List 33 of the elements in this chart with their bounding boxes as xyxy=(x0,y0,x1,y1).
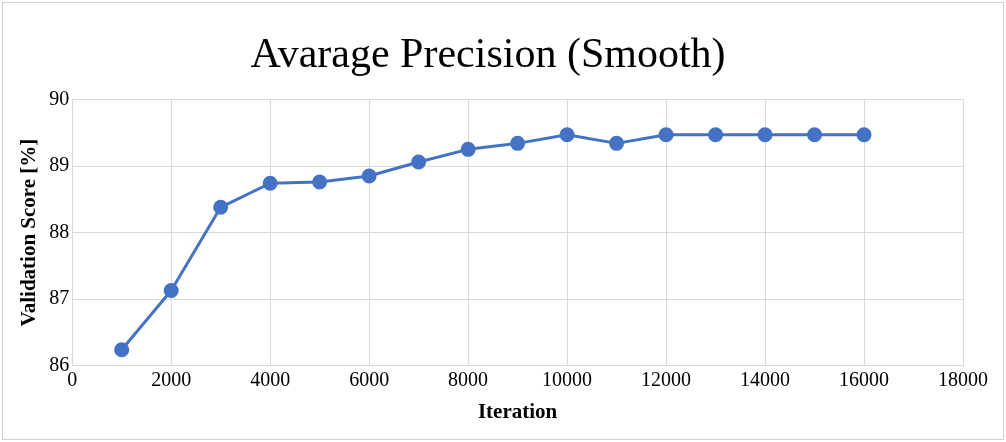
point xyxy=(609,135,625,151)
x-tick-label: 4000 xyxy=(250,368,291,391)
y-tick-label: 87 xyxy=(49,286,70,309)
x-tick-label: 0 xyxy=(67,368,78,391)
x-tick-label: 12000 xyxy=(641,368,692,391)
point xyxy=(460,141,476,157)
x-tick-label: 18000 xyxy=(938,368,988,391)
point xyxy=(213,199,229,215)
point xyxy=(807,127,823,143)
x-tick-label: 6000 xyxy=(349,368,390,391)
point xyxy=(411,154,427,170)
point xyxy=(757,127,773,143)
point xyxy=(361,168,377,184)
y-tick-label: 89 xyxy=(49,153,70,176)
point xyxy=(658,127,674,143)
point xyxy=(856,127,872,143)
y-tick-label: 88 xyxy=(49,219,70,242)
x-tick-label: 2000 xyxy=(151,368,192,391)
point xyxy=(559,127,575,143)
y-axis-title: Validation Score [%] xyxy=(16,138,41,327)
chart-title: Avarage Precision (Smooth) xyxy=(250,30,726,78)
x-axis-title: Iteration xyxy=(477,398,558,423)
point xyxy=(262,175,278,191)
point xyxy=(708,127,724,143)
y-tick-label: 90 xyxy=(49,86,70,109)
point xyxy=(163,283,179,299)
point xyxy=(114,342,130,358)
x-tick-label: 16000 xyxy=(839,368,890,391)
point xyxy=(510,135,526,151)
x-tick-label: 10000 xyxy=(542,368,593,391)
x-tick-label: 8000 xyxy=(448,368,489,391)
point xyxy=(312,174,328,190)
x-tick-label: 14000 xyxy=(740,368,791,391)
